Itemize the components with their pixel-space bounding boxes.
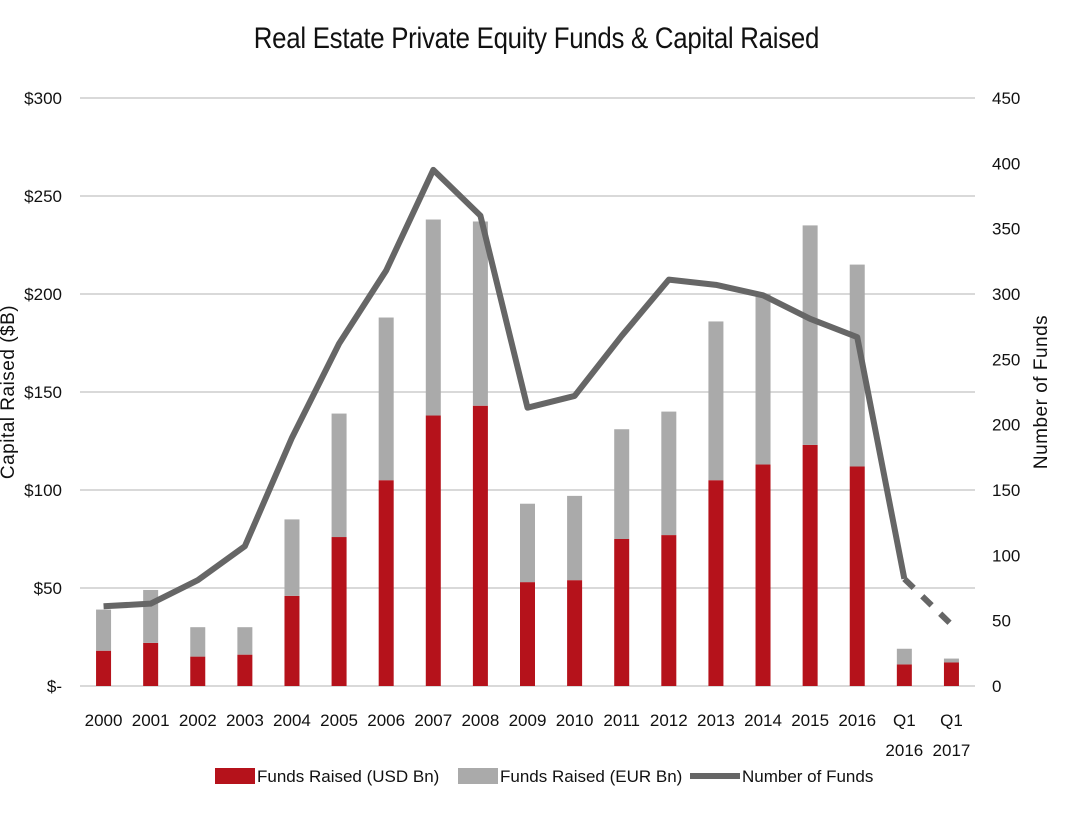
y2-tick-label: 300 xyxy=(992,285,1020,304)
x-tick-label: 2000 xyxy=(85,711,123,730)
x-tick-label: 2007 xyxy=(414,711,452,730)
x-tick-label: 2014 xyxy=(744,711,782,730)
y2-tick-label: 50 xyxy=(992,612,1011,631)
bar-usd xyxy=(425,415,441,686)
bar-eur xyxy=(802,225,818,445)
y2-tick-label: 250 xyxy=(992,350,1020,369)
y2-tick-label: 100 xyxy=(992,546,1020,565)
line-number-of-funds xyxy=(103,166,908,610)
bar-eur xyxy=(378,317,394,481)
x-tick-label: 2006 xyxy=(367,711,405,730)
legend-item: Number of Funds xyxy=(690,767,873,786)
bar-eur xyxy=(708,321,724,481)
y2-tick-label: 200 xyxy=(992,416,1020,435)
x-tick-label: 2011 xyxy=(603,711,640,730)
bar-usd xyxy=(520,582,535,686)
bar-usd xyxy=(237,654,253,686)
bar-eur xyxy=(896,648,912,665)
bar-eur xyxy=(614,429,630,539)
bar-eur xyxy=(567,495,583,581)
legend-swatch xyxy=(215,768,255,784)
legend-label: Funds Raised (EUR Bn) xyxy=(500,767,682,786)
x-tick-label: 2004 xyxy=(273,711,311,730)
bar-usd xyxy=(802,444,818,686)
y-tick-label: $50 xyxy=(34,579,62,598)
y-tick-label: $- xyxy=(47,677,62,696)
bar-eur xyxy=(849,264,865,467)
bar-usd xyxy=(708,480,724,686)
bar-usd xyxy=(96,650,112,686)
bar-usd xyxy=(190,656,206,686)
legend-label: Funds Raised (USD Bn) xyxy=(257,767,439,786)
y2-tick-label: 150 xyxy=(992,481,1020,500)
y-axis-left: $- $50 $100 $150 $200 $250 $300 xyxy=(24,89,62,696)
x-tick-label: 2003 xyxy=(226,711,264,730)
bar-usd xyxy=(896,664,912,686)
y-tick-label: $250 xyxy=(24,187,62,206)
bar-usd xyxy=(755,464,771,686)
line-series xyxy=(103,166,954,627)
x-tick-label: Q1 2017 xyxy=(933,711,971,760)
legend-item: Funds Raised (EUR Bn) xyxy=(458,767,682,786)
bar-eur xyxy=(425,219,441,416)
bar-usd xyxy=(143,642,159,686)
bar-usd xyxy=(378,480,394,686)
bar-eur xyxy=(472,221,488,406)
legend: Funds Raised (USD Bn) Funds Raised (EUR B… xyxy=(215,767,873,786)
x-tick-label: 2016 xyxy=(838,711,876,730)
legend-label: Number of Funds xyxy=(742,767,873,786)
x-tick-label: Q1 2016 xyxy=(885,711,923,760)
bar-usd xyxy=(661,535,677,686)
bar-usd xyxy=(284,595,300,686)
bar-usd xyxy=(472,405,488,686)
y2-tick-label: 350 xyxy=(992,220,1020,239)
x-tick-label: 2012 xyxy=(650,711,688,730)
bar-usd xyxy=(567,580,583,686)
x-tick-label: 2013 xyxy=(697,711,735,730)
bar-eur xyxy=(284,519,300,596)
bar-eur xyxy=(96,609,112,651)
y-tick-label: $100 xyxy=(24,481,62,500)
bar-eur xyxy=(331,413,347,538)
y2-tick-label: 450 xyxy=(992,89,1020,108)
bar-usd xyxy=(943,662,959,686)
y-axis-title: Capital Raised ($B) xyxy=(0,305,19,479)
bar-eur xyxy=(943,658,959,663)
y2-tick-label: 0 xyxy=(992,677,1001,696)
x-tick-label: 2002 xyxy=(179,711,217,730)
x-axis: 2000 2001 2002 2003 2004 2005 2006 2007 2008 2009… xyxy=(85,711,971,760)
bar-usd xyxy=(614,539,630,686)
y2-axis-title: Number of Funds xyxy=(1031,315,1052,469)
bar-eur xyxy=(237,627,253,655)
x-tick-label: 2010 xyxy=(556,711,594,730)
bar-eur xyxy=(755,294,771,465)
y-axis-right: 0 50 100 150 200 250 300 350 400 450 xyxy=(992,89,1020,696)
x-tick-label: 2009 xyxy=(509,711,547,730)
y-tick-label: $200 xyxy=(24,285,62,304)
line-number-of-funds-dashed xyxy=(902,576,954,627)
y-tick-label: $300 xyxy=(24,89,62,108)
x-tick-label: 2015 xyxy=(791,711,829,730)
y2-tick-label: 400 xyxy=(992,154,1020,173)
legend-item: Funds Raised (USD Bn) xyxy=(215,767,439,786)
y-tick-label: $150 xyxy=(24,383,62,402)
bar-eur xyxy=(661,411,677,536)
chart-title: Real Estate Private Equity Funds & Capit… xyxy=(253,22,820,55)
bar-usd xyxy=(849,466,865,686)
x-tick-label: 2001 xyxy=(132,711,170,730)
bar-eur xyxy=(520,503,535,583)
bar-eur xyxy=(190,627,206,657)
bar-usd xyxy=(331,537,347,686)
legend-swatch xyxy=(458,768,498,784)
bars xyxy=(96,219,959,686)
x-tick-label: 2005 xyxy=(320,711,358,730)
x-tick-label: 2008 xyxy=(461,711,499,730)
